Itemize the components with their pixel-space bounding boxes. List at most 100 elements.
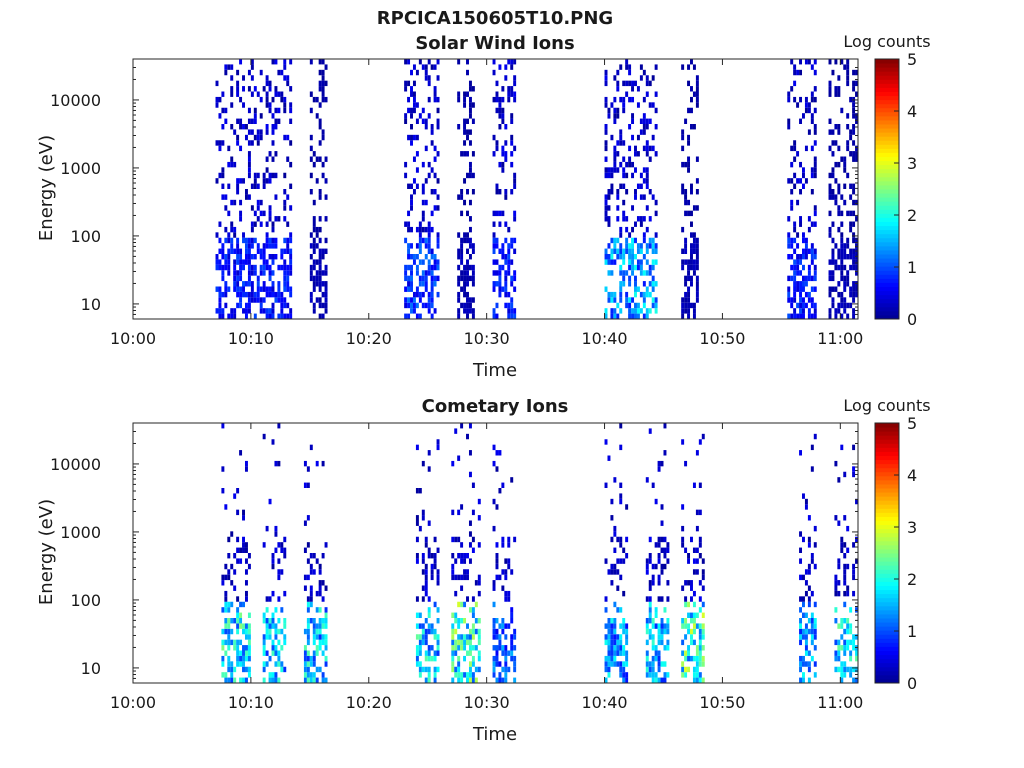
spectrogram-cell — [466, 232, 469, 238]
spectrogram-cell — [268, 628, 272, 635]
spectrogram-cell — [698, 639, 702, 646]
spectrogram-cell — [690, 189, 693, 195]
spectrogram-cell — [415, 623, 419, 629]
spectrogram-cell — [610, 172, 614, 179]
spectrogram-cell — [698, 628, 702, 635]
spectrogram-cell — [227, 553, 231, 559]
spectrogram-cell — [436, 237, 440, 244]
spectrogram-cell — [268, 243, 272, 249]
spectrogram-cell — [604, 313, 608, 319]
spectrogram-cell — [619, 140, 623, 146]
spectrogram-cell — [687, 80, 691, 87]
spectrogram-cell — [407, 107, 411, 114]
spectrogram-cell — [451, 666, 455, 673]
spectrogram-cell — [230, 563, 234, 570]
spectrogram-cell — [513, 655, 517, 662]
spectrogram-cell — [454, 666, 458, 673]
spectrogram-cell — [681, 129, 685, 135]
spectrogram-cell — [271, 226, 275, 233]
spectrogram-cell — [224, 590, 228, 597]
spectrogram-cell — [404, 237, 408, 244]
spectrogram-cell — [645, 205, 649, 211]
spectrogram-cell — [460, 286, 464, 292]
spectrogram-cell — [430, 645, 434, 651]
spectrogram-cell — [843, 156, 847, 162]
spectrogram-cell — [634, 237, 637, 244]
spectrogram-cell — [492, 286, 496, 292]
spectrogram-cell — [312, 161, 316, 168]
spectrogram-cell — [247, 69, 251, 76]
spectrogram-cell — [513, 677, 517, 683]
spectrogram-cell — [262, 618, 266, 624]
colorbar-segment — [875, 528, 899, 534]
spectrogram-cell — [215, 96, 219, 103]
spectrogram-cell — [619, 183, 623, 189]
spectrogram-cell — [280, 666, 284, 673]
spectrogram-cell — [466, 237, 469, 244]
spectrogram-cell — [645, 167, 649, 173]
spectrogram-cell — [321, 86, 325, 92]
colorbar-segment — [875, 225, 899, 231]
spectrogram-cell — [610, 569, 614, 575]
spectrogram-cell — [424, 574, 428, 581]
spectrogram-cell — [837, 189, 841, 195]
spectrogram-cell — [837, 645, 841, 651]
spectrogram-cell — [265, 156, 269, 162]
spectrogram-cell — [318, 645, 322, 651]
spectrogram-cell — [236, 183, 240, 189]
spectrogram-cell — [840, 645, 844, 651]
spectrogram-cell — [433, 628, 437, 635]
spectrogram-cell — [607, 216, 611, 222]
spectrogram-cell — [510, 639, 514, 646]
spectrogram-cell — [690, 221, 693, 227]
spectrogram-cell — [412, 189, 416, 195]
spectrogram-cell — [810, 172, 814, 179]
spectrogram-cell — [810, 167, 814, 173]
spectrogram-cell — [421, 275, 425, 282]
spectrogram-cell — [306, 639, 310, 646]
spectrogram-cell — [790, 297, 794, 303]
spectrogram-cell — [247, 672, 251, 678]
colorbar-tick-label: 1 — [907, 622, 917, 641]
spectrogram-cell — [799, 291, 803, 298]
spectrogram-cell — [619, 291, 623, 298]
spectrogram-cell — [315, 156, 319, 162]
spectrogram-cell — [840, 672, 844, 678]
spectrogram-cell — [418, 525, 422, 532]
spectrogram-cell — [787, 91, 791, 97]
spectrogram-cell — [513, 634, 517, 640]
spectrogram-cell — [433, 553, 437, 559]
spectrogram-cell — [236, 189, 240, 195]
spectrogram-cell — [625, 639, 629, 646]
spectrogram-cell — [837, 183, 841, 189]
spectrogram-cell — [628, 243, 632, 249]
spectrogram-cell — [415, 634, 419, 640]
spectrogram-cell — [613, 547, 617, 553]
colorbar-segment — [875, 678, 899, 684]
spectrogram-cell — [427, 243, 431, 249]
spectrogram-cell — [628, 259, 632, 265]
spectrogram-cell — [424, 243, 428, 249]
spectrogram-cell — [846, 547, 850, 553]
spectrogram-cell — [227, 64, 231, 70]
spectrogram-cell — [852, 308, 856, 314]
spectrogram-cell — [492, 232, 496, 238]
spectrogram-cell — [410, 86, 413, 92]
spectrogram-cell — [628, 281, 632, 287]
colorbar-segment — [875, 613, 899, 619]
colorbar-segment — [875, 500, 899, 505]
spectrogram-cell — [315, 281, 319, 287]
spectrogram-cell — [616, 151, 620, 157]
spectrogram-cell — [681, 161, 685, 168]
spectrogram-cell — [492, 618, 496, 624]
spectrogram-cell — [277, 596, 281, 602]
spectrogram-cell — [274, 172, 278, 179]
spectrogram-cell — [280, 313, 284, 319]
colorbar-segment — [875, 164, 899, 170]
spectrogram-cell — [321, 553, 325, 559]
spectrogram-cell — [625, 536, 629, 543]
spectrogram-cell — [690, 59, 693, 65]
spectrogram-cell — [318, 580, 322, 586]
spectrogram-cell — [268, 634, 272, 640]
spectrogram-cell — [695, 450, 699, 456]
